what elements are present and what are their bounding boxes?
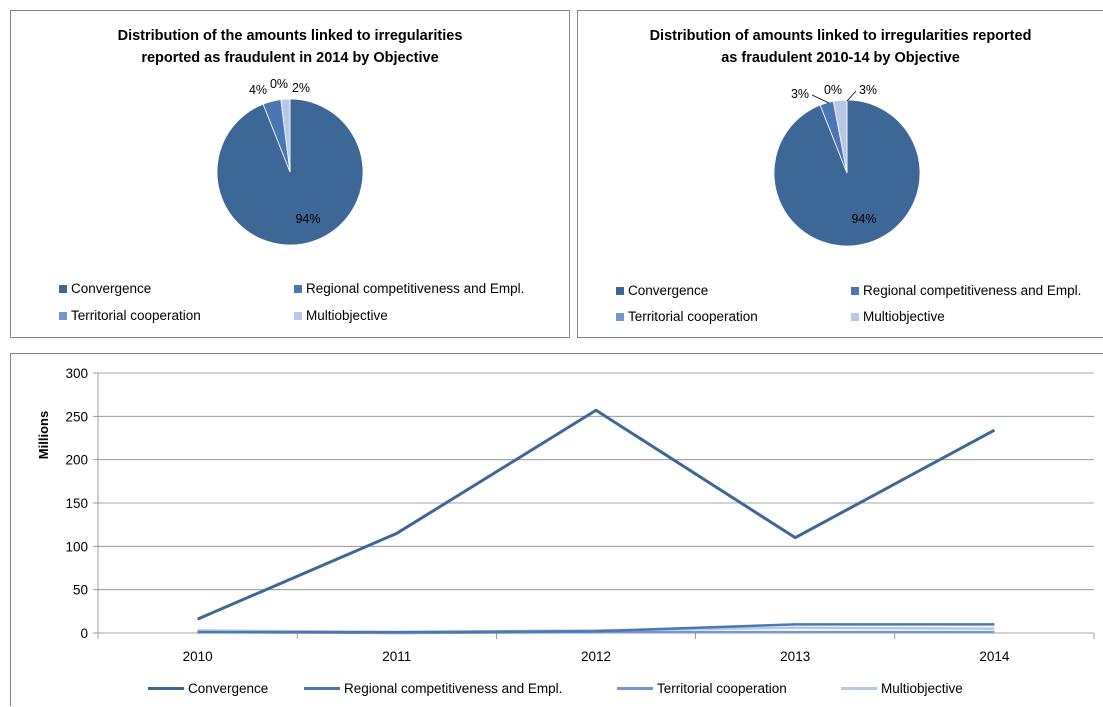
legend-label-multiobjective: Multiobjective (863, 309, 945, 324)
line-chart-panel: 0 50 100 150 200 250 300 2010 2011 2012 2013 2014 Mi… (10, 353, 1103, 706)
line-legend-label-convergence: Convergence (188, 681, 269, 696)
legend-swatch-regional (851, 286, 859, 295)
pie-chart-2010-14: 94% 3% 0% 3% (773, 83, 921, 247)
pie-label-regional: 4% (249, 83, 267, 97)
x-tick-label: 2010 (183, 649, 213, 664)
pie-leader-line (811, 94, 830, 104)
x-tick-label: 2011 (382, 649, 411, 664)
pie-label-multiobjective: 2% (292, 81, 310, 95)
y-tick-label: 150 (65, 496, 88, 511)
line-chart: 0 50 100 150 200 250 300 2010 2011 2012 2013 2014 Mi… (36, 366, 1095, 664)
line-legend-label-regional: Regional competitiveness and Empl. (344, 681, 563, 696)
y-tick-label: 50 (73, 583, 88, 598)
y-tick-label: 250 (65, 409, 88, 424)
legend-item-territorial: Territorial cooperation (616, 309, 758, 324)
pie-chart-2014-title-line2: reported as fraudulent in 2014 by Object… (141, 50, 439, 66)
pie-chart-2014: 94% 4% 0% 2% (216, 77, 364, 246)
line-legend-swatch-convergence (148, 687, 184, 690)
legend-item-multiobjective: Multiobjective (294, 308, 388, 323)
pie-slice-multiobjective (832, 99, 848, 174)
series-line-regional (197, 623, 995, 634)
legend-swatch-multiobjective (294, 311, 302, 320)
line-legend-swatch-regional (304, 687, 340, 690)
line-legend-swatch-multiobjective (841, 687, 877, 690)
pie-chart-2014-title-line1: Distribution of the amounts linked to ir… (117, 28, 463, 44)
pie-chart-2010-14-title: Distribution of amounts linked to irregu… (578, 25, 1103, 69)
legend-label-regional: Regional competitiveness and Empl. (306, 281, 525, 296)
legend-label-convergence: Convergence (628, 283, 709, 298)
legend-swatch-multiobjective (851, 312, 859, 321)
y-tick-label: 300 (65, 366, 88, 381)
legend-swatch-territorial (616, 312, 624, 321)
x-tick-label: 2014 (979, 649, 1010, 664)
legend-swatch-convergence (59, 284, 67, 293)
line-legend-item-convergence: Convergence (148, 681, 268, 696)
y-tick-label: 200 (65, 453, 88, 468)
pie-label-convergence: 94% (295, 212, 320, 226)
legend-label-territorial: Territorial cooperation (71, 308, 201, 323)
x-tick-label: 2013 (780, 649, 810, 664)
pie-label-multiobjective: 3% (859, 83, 877, 97)
line-legend-label-multiobjective: Multiobjective (881, 681, 963, 696)
legend-swatch-territorial (59, 311, 67, 320)
line-legend-label-territorial: Territorial cooperation (657, 681, 787, 696)
line-legend-swatch-territorial (617, 687, 653, 690)
legend-label-regional: Regional competitiveness and Empl. (863, 283, 1082, 298)
legend-item-regional: Regional competitiveness and Empl. (294, 281, 524, 296)
pie-label-regional: 3% (791, 87, 809, 101)
pie-chart-2014-panel: Distribution of the amounts linked to ir… (10, 10, 570, 338)
line-legend-item-multiobjective: Multiobjective (841, 681, 963, 696)
legend-swatch-regional (294, 284, 302, 293)
legend-item-convergence: Convergence (59, 281, 151, 296)
legend-swatch-convergence (616, 286, 624, 295)
pie-slice-multiobjective (280, 98, 291, 173)
legend-item-multiobjective: Multiobjective (851, 309, 945, 324)
pie-chart-2010-14-panel: Distribution of amounts linked to irregu… (577, 10, 1103, 338)
line-legend-item-territorial: Territorial cooperation (617, 681, 787, 696)
series-line-convergence (197, 408, 996, 621)
legend-label-territorial: Territorial cooperation (628, 309, 758, 324)
pie-leader-line (846, 90, 857, 102)
y-tick-label: 100 (65, 539, 88, 554)
pie-chart-2010-14-title-line2: as fraudulent 2010-14 by Objective (721, 50, 960, 66)
pie-chart-2010-14-title-line1: Distribution of amounts linked to irregu… (649, 28, 1032, 44)
pie-label-territorial: 0% (824, 83, 842, 97)
legend-item-territorial: Territorial cooperation (59, 308, 201, 323)
pie-label-convergence: 94% (851, 212, 876, 226)
x-tick-label: 2012 (581, 649, 611, 664)
pie-chart-2014-title: Distribution of the amounts linked to ir… (11, 25, 569, 69)
legend-label-convergence: Convergence (71, 281, 152, 296)
legend-item-convergence: Convergence (616, 283, 708, 298)
y-axis-title: Millions (36, 411, 51, 459)
line-legend-item-regional: Regional competitiveness and Empl. (304, 681, 562, 696)
y-tick-label: 0 (80, 626, 88, 641)
pie-label-territorial: 0% (270, 77, 288, 91)
legend-label-multiobjective: Multiobjective (306, 308, 388, 323)
legend-item-regional: Regional competitiveness and Empl. (851, 283, 1081, 298)
